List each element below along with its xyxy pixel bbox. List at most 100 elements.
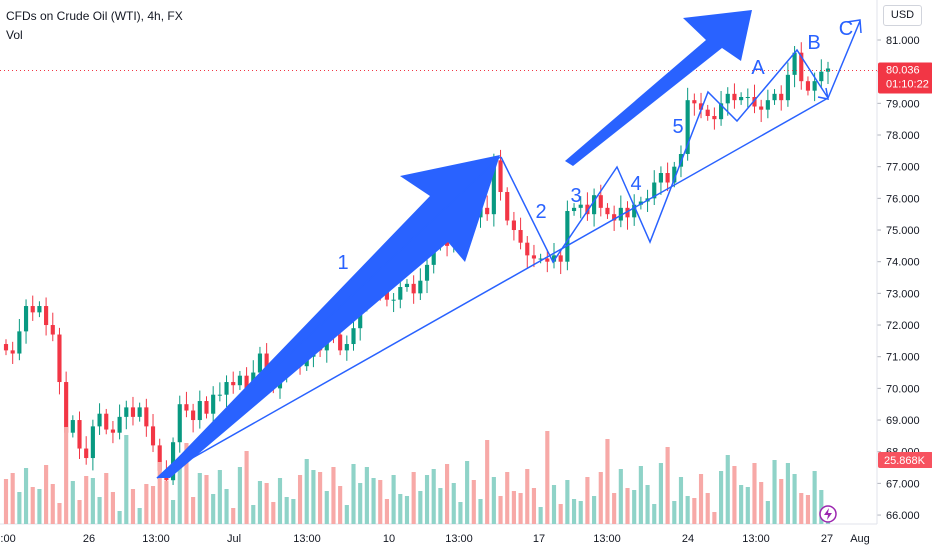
candle-body xyxy=(211,394,216,414)
volume-bar xyxy=(645,485,650,524)
candle-body xyxy=(3,344,9,351)
volume-bar xyxy=(244,451,249,524)
volume-bar xyxy=(545,431,550,524)
candle-body xyxy=(739,97,744,101)
candle-body xyxy=(592,195,597,215)
x-tick-label: 17 xyxy=(533,533,545,545)
volume-bar xyxy=(445,464,450,524)
y-tick-label: 66.000 xyxy=(886,510,920,522)
volume-bar xyxy=(271,502,276,524)
y-tick-label: 77.000 xyxy=(886,162,920,174)
x-tick-label: 3:00 xyxy=(0,533,16,545)
volume-bar xyxy=(592,496,597,524)
candle-body xyxy=(765,100,770,110)
volume-bar xyxy=(805,495,811,524)
volume-bar xyxy=(411,472,416,524)
wave-path xyxy=(500,48,829,264)
volume-bar xyxy=(124,435,129,524)
candle-body xyxy=(712,116,717,120)
y-tick-label: 75.000 xyxy=(886,225,920,237)
price-countdown: 01:10:22 xyxy=(886,79,929,91)
volume-bar xyxy=(117,511,122,524)
volume-bar xyxy=(518,493,523,524)
volume-bar xyxy=(458,502,463,524)
volume-bar xyxy=(171,500,176,524)
volume-bar xyxy=(598,472,603,524)
candle-body xyxy=(23,306,29,332)
candle-body xyxy=(237,375,242,386)
candle-body xyxy=(685,100,690,155)
volume-bar xyxy=(732,466,737,524)
volume-value: 25.868K xyxy=(884,455,926,467)
volume-bar xyxy=(491,477,496,524)
y-tick-label: 79.000 xyxy=(886,98,920,110)
symbol-title: CFDs on Crude Oil (WTI), 4h, FX xyxy=(6,9,183,23)
volume-bar xyxy=(638,466,643,524)
x-tick-label: Jul xyxy=(227,533,241,545)
volume-bar xyxy=(30,487,35,524)
volume-badge xyxy=(878,452,932,468)
candle-body xyxy=(57,334,62,383)
volume-bar xyxy=(378,480,383,524)
candle-body xyxy=(177,404,182,443)
volume-bar xyxy=(284,497,289,524)
volume-bar xyxy=(571,499,577,524)
volume-bar xyxy=(231,508,236,524)
candle-body xyxy=(197,401,202,421)
wave-label: C xyxy=(839,18,853,40)
candle-body xyxy=(244,375,249,389)
volume-bar xyxy=(391,475,396,524)
candle-body xyxy=(719,103,724,120)
volume-bar xyxy=(217,470,222,524)
volume-bar xyxy=(17,492,22,524)
volume-bar xyxy=(785,463,790,524)
volume-bar xyxy=(812,471,817,524)
candle-body xyxy=(652,182,657,199)
volume-bar xyxy=(498,496,503,524)
volume-bar xyxy=(64,427,69,524)
volume-bar xyxy=(471,480,476,524)
wave-b-arrowhead xyxy=(817,87,829,100)
candle-body xyxy=(491,160,496,215)
candle-body xyxy=(84,448,89,459)
volume-bar xyxy=(585,477,590,524)
volume-bar xyxy=(538,507,543,524)
volume-bar xyxy=(692,498,697,524)
volume-bar xyxy=(605,439,610,524)
y-tick-label: 71.000 xyxy=(886,352,920,364)
volume-bar xyxy=(104,473,109,524)
volume-bar xyxy=(110,492,115,524)
volume-bar xyxy=(204,475,209,524)
volume-bar xyxy=(478,499,483,524)
volume-bar xyxy=(211,494,216,524)
candle-body xyxy=(752,97,757,107)
volume-bar xyxy=(451,483,456,524)
candle-body xyxy=(531,255,537,259)
x-tick-label: 26 xyxy=(83,533,95,545)
price-value: 80.036 xyxy=(886,65,920,77)
candle-body xyxy=(792,52,797,75)
candle-body xyxy=(64,382,69,433)
candle-body xyxy=(137,407,142,417)
currency-button[interactable]: USD xyxy=(883,5,922,26)
candle-body xyxy=(411,283,416,294)
candle-body xyxy=(338,334,343,351)
candle-body xyxy=(431,245,436,265)
volume-bar xyxy=(565,480,570,524)
volume-bar xyxy=(264,483,269,524)
candle-body xyxy=(90,426,95,459)
y-tick-label: 74.000 xyxy=(886,257,920,269)
volume-bar xyxy=(418,491,423,524)
candle-body xyxy=(625,207,630,218)
volume-bar xyxy=(765,501,770,524)
candle-body xyxy=(130,407,136,417)
wave-label: B xyxy=(807,32,820,54)
candle-body xyxy=(598,195,603,208)
volume-bar xyxy=(612,493,617,524)
y-tick-label: 78.000 xyxy=(886,130,920,142)
volume-bar xyxy=(705,493,710,524)
candle-body xyxy=(104,413,109,430)
volume-bar xyxy=(384,499,389,524)
candle-body xyxy=(545,258,550,262)
